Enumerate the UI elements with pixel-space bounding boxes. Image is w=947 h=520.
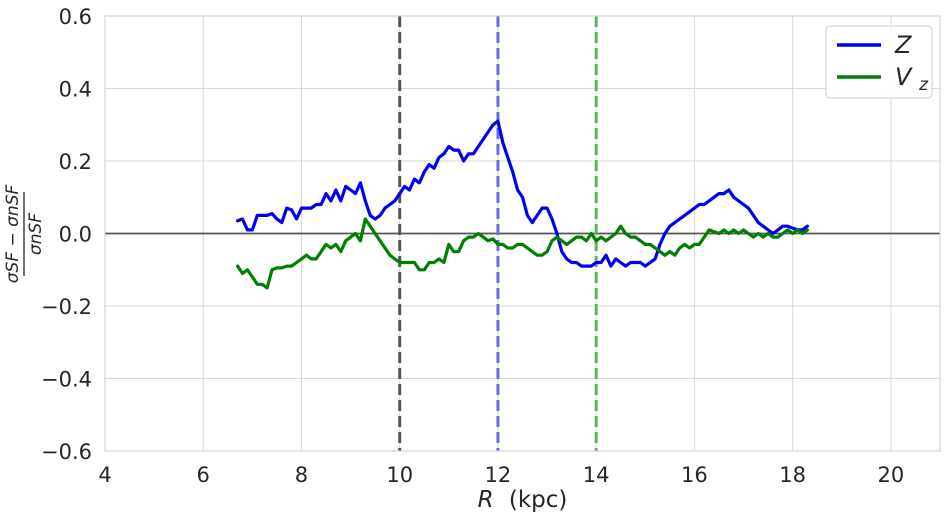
plot-frame: [104, 15, 941, 452]
x-tick-label: 16: [681, 463, 708, 487]
x-tick-label: 8: [295, 463, 308, 487]
x-axis-unit: (kpc): [509, 487, 568, 513]
series-lines: [236, 119, 810, 290]
x-tick-label: 18: [779, 463, 806, 487]
x-tick-label: 14: [583, 463, 610, 487]
x-tick-label: 12: [485, 463, 512, 487]
y-tick-label: −0.4: [41, 368, 92, 392]
reference-lines: [105, 16, 940, 451]
y-tick-label: −0.2: [41, 295, 92, 319]
x-axis-variable: R: [478, 487, 494, 513]
y-tick-label: −0.6: [41, 440, 92, 464]
y-tick-label: 0.0: [59, 223, 92, 247]
legend-label-z: Z: [894, 31, 912, 59]
y-tick-label: 0.2: [59, 150, 92, 174]
y-axis-label: σSF − σnSF σnSF: [3, 185, 46, 284]
y-tick-labels: −0.6 −0.4 −0.2 0.0 0.2 0.4 0.6: [41, 5, 92, 464]
y-tick-label: 0.6: [59, 5, 92, 29]
x-tick-label: 20: [878, 463, 905, 487]
series-line-vz: [236, 217, 810, 290]
legend-label-vz: V z: [895, 63, 929, 95]
x-tick-label: 6: [197, 463, 210, 487]
x-tick-label: 10: [386, 463, 413, 487]
legend: Z V z: [825, 25, 933, 99]
series-line-z: [236, 119, 810, 268]
y-axis-label-denominator: σnSF: [26, 213, 46, 255]
x-tick-label: 4: [98, 463, 111, 487]
y-tick-label: 0.4: [59, 78, 92, 102]
legend-label-vz-sub: z: [918, 75, 929, 95]
y-axis-label-numerator: σSF − σnSF: [3, 185, 23, 284]
x-axis-label: R (kpc): [478, 487, 568, 513]
legend-label-vz-main: V: [895, 63, 913, 91]
x-tick-labels: 4 6 8 10 12 14 16 18 20: [98, 463, 904, 487]
